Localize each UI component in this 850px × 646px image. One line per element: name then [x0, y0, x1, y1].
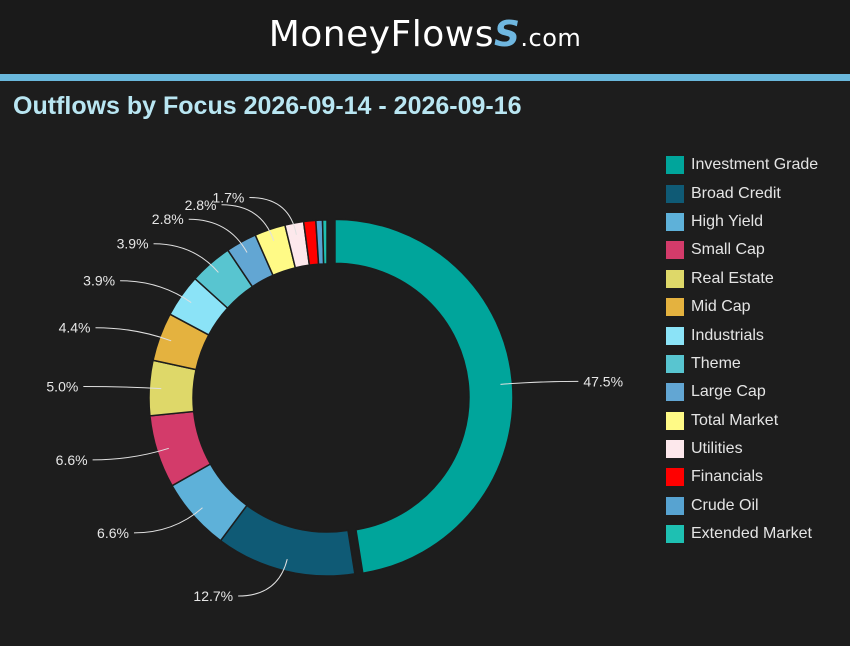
legend-swatch — [666, 184, 684, 203]
legend-swatch — [666, 525, 684, 544]
slice-label-large-cap: 2.8% — [152, 211, 184, 227]
legend-item-high-yield[interactable]: High Yield — [666, 208, 818, 236]
legend-swatch — [666, 440, 684, 459]
legend-item-broad-credit[interactable]: Broad Credit — [666, 179, 818, 207]
leader-line-real-estate — [83, 385, 162, 390]
chart-title: Outflows by Focus 2026-09-14 - 2026-09-1… — [13, 92, 522, 120]
legend-label: Investment Grade — [691, 156, 819, 174]
legend-label: Industrials — [691, 326, 764, 344]
legend-swatch — [666, 212, 684, 231]
legend-swatch — [666, 298, 684, 317]
slice-investment-grade[interactable] — [334, 218, 514, 575]
site-header: MoneyFlowsS.com — [0, 0, 850, 74]
legend-swatch — [666, 156, 684, 175]
brand-s-mark-icon: S — [493, 14, 521, 55]
legend-swatch — [666, 496, 684, 515]
legend-label: Mid Cap — [691, 298, 751, 316]
slice-label-utilities: 1.7% — [212, 189, 244, 205]
chart-legend: Investment Grade Broad Credit High Yield Sm… — [666, 151, 818, 548]
legend-swatch — [666, 411, 684, 430]
legend-item-large-cap[interactable]: Large Cap — [666, 378, 818, 406]
leader-line-mid-cap — [95, 327, 172, 342]
legend-label: Broad Credit — [691, 184, 781, 202]
legend-swatch — [666, 326, 684, 345]
legend-item-extended-market[interactable]: Extended Market — [666, 520, 818, 548]
brand-name: MoneyFlows — [268, 14, 494, 55]
legend-item-crude-oil[interactable]: Crude Oil — [666, 492, 818, 520]
leader-line-high-yield — [133, 507, 203, 534]
legend-label: Real Estate — [691, 269, 774, 287]
legend-label: Total Market — [691, 411, 779, 429]
legend-swatch — [666, 468, 684, 487]
slice-label-total-market: 2.8% — [185, 197, 217, 213]
legend-swatch — [666, 241, 684, 260]
slice-label-small-cap: 6.6% — [56, 452, 88, 468]
leader-line-utilities — [249, 196, 297, 235]
leader-line-small-cap — [92, 447, 169, 461]
slice-extended-market[interactable] — [321, 219, 328, 265]
legend-item-industrials[interactable]: Industrials — [666, 321, 818, 349]
slice-label-real-estate: 5.0% — [46, 378, 78, 394]
leader-line-broad-credit — [238, 559, 288, 597]
slices-group — [148, 218, 514, 577]
leader-line-total-market — [221, 204, 275, 241]
leader-line-investment-grade — [500, 380, 579, 385]
legend-swatch — [666, 383, 684, 402]
leader-line-theme — [153, 243, 219, 273]
leader-line-large-cap — [188, 218, 248, 253]
legend-item-mid-cap[interactable]: Mid Cap — [666, 293, 818, 321]
leader-line-industrials — [120, 280, 192, 303]
legend-label: Large Cap — [691, 383, 766, 401]
legend-item-small-cap[interactable]: Small Cap — [666, 236, 818, 264]
slice-label-mid-cap: 4.4% — [59, 320, 91, 336]
legend-item-investment-grade[interactable]: Investment Grade — [666, 151, 818, 179]
legend-label: Crude Oil — [691, 496, 759, 514]
legend-swatch — [666, 269, 684, 288]
legend-item-total-market[interactable]: Total Market — [666, 407, 818, 435]
slice-label-high-yield: 6.6% — [97, 525, 129, 541]
slice-labels-group: 47.5%12.7%6.6%6.6%5.0%4.4%3.9%3.9%2.8%2.… — [46, 189, 623, 604]
legend-label: Theme — [691, 354, 741, 372]
slice-broad-credit[interactable] — [219, 504, 356, 577]
legend-item-utilities[interactable]: Utilities — [666, 435, 818, 463]
legend-swatch — [666, 354, 684, 373]
brand-logo[interactable]: MoneyFlowsS.com — [0, 14, 850, 55]
legend-item-financials[interactable]: Financials — [666, 463, 818, 491]
brand-suffix: .com — [520, 24, 582, 52]
legend-item-real-estate[interactable]: Real Estate — [666, 265, 818, 293]
slice-label-industrials: 3.9% — [83, 273, 115, 289]
leader-lines-group — [83, 196, 579, 597]
legend-label: High Yield — [691, 212, 764, 230]
header-divider — [0, 74, 850, 81]
legend-label: Extended Market — [691, 525, 812, 543]
legend-label: Small Cap — [691, 241, 765, 259]
slice-label-investment-grade: 47.5% — [583, 373, 623, 389]
legend-label: Utilities — [691, 440, 743, 458]
legend-label: Financials — [691, 468, 764, 486]
slice-label-theme: 3.9% — [117, 236, 149, 252]
legend-item-theme[interactable]: Theme — [666, 350, 818, 378]
slice-label-broad-credit: 12.7% — [193, 588, 233, 604]
